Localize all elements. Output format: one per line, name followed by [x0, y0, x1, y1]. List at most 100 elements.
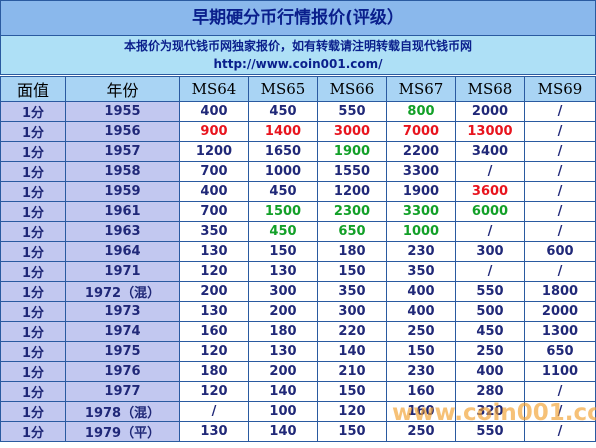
table-row: 1分 1971 120 130 150 350// — [0, 261, 596, 282]
price-cell: 1200 — [317, 181, 387, 202]
price-cell: 1500 — [248, 201, 318, 222]
price-cell: 1900 — [317, 141, 387, 162]
price-cell: / — [455, 161, 525, 182]
year-cell: 1955 — [65, 101, 180, 122]
price-cell: 400 — [386, 301, 456, 322]
table-row: 1分 1972（混） 200 300 350 400 550 1800 — [0, 281, 596, 302]
price-cell: 400 — [179, 101, 249, 122]
price-cell: 130 — [248, 261, 318, 282]
table-row: 1分 1959 400 450 1200 1900 3600/ — [0, 181, 596, 202]
price-cell: 1800 — [524, 281, 596, 302]
price-cell: 150 — [248, 241, 318, 262]
price-cell: / — [524, 381, 596, 402]
price-cell: 160 — [386, 401, 456, 422]
price-cell: 180 — [179, 361, 249, 382]
price-cell: 180 — [317, 241, 387, 262]
price-cell: 200 — [248, 361, 318, 382]
price-cell: 1650 — [248, 141, 318, 162]
denomination-cell: 1分 — [0, 301, 66, 322]
price-cell: 1300 — [524, 321, 596, 342]
denomination-cell: 1分 — [0, 261, 66, 282]
table-header-row: 面值 年份 MS64 MS65 MS66 MS67 MS68 MS69 — [0, 76, 596, 102]
price-cell: 550 — [317, 101, 387, 122]
price-cell: 800 — [386, 101, 456, 122]
price-cell: 350 — [317, 281, 387, 302]
price-cell: 3300 — [386, 161, 456, 182]
price-cell: 600 — [524, 241, 596, 262]
year-cell: 1976 — [65, 361, 180, 382]
table-row: 1分 1963 350 450 650 1000// — [0, 221, 596, 242]
price-cell: 180 — [248, 321, 318, 342]
column-header-denomination: 面值 — [0, 76, 66, 102]
table-row: 1分 1977 120 140 150 160 280/ — [0, 381, 596, 402]
table-row: 1分 1955 400 450 550 800 2000/ — [0, 101, 596, 122]
year-cell: 1979（平） — [65, 421, 180, 442]
price-cell: 700 — [179, 201, 249, 222]
price-cell: 150 — [386, 341, 456, 362]
price-cell: 300 — [455, 241, 525, 262]
year-cell: 1959 — [65, 181, 180, 202]
price-cell: 1000 — [386, 221, 456, 242]
price-cell: 2000 — [455, 101, 525, 122]
price-cell: 450 — [248, 101, 318, 122]
price-table: 面值 年份 MS64 MS65 MS66 MS67 MS68 MS69 1分 1955 400 45… — [0, 76, 596, 442]
price-cell: 250 — [455, 341, 525, 362]
price-cell: 400 — [455, 361, 525, 382]
price-cell: 140 — [248, 381, 318, 402]
price-cell: 250 — [386, 421, 456, 442]
price-cell: 3400 — [455, 141, 525, 162]
price-cell: 1900 — [386, 181, 456, 202]
price-cell: 1100 — [524, 361, 596, 382]
price-cell: 220 — [317, 321, 387, 342]
price-cell: / — [524, 401, 596, 422]
column-header-ms66: MS66 — [317, 76, 387, 102]
price-cell: 500 — [455, 301, 525, 322]
price-cell: 130 — [179, 301, 249, 322]
notice-url: http://www.coin001.com/ — [213, 57, 383, 71]
price-cell: / — [524, 221, 596, 242]
price-cell: 120 — [179, 341, 249, 362]
price-cell: 130 — [179, 241, 249, 262]
price-cell: 300 — [248, 281, 318, 302]
price-cell: 450 — [248, 181, 318, 202]
year-cell: 1957 — [65, 141, 180, 162]
table-row: 1分 1979（平） 130 140 150 250 550/ — [0, 421, 596, 442]
price-cell: 550 — [455, 421, 525, 442]
denomination-cell: 1分 — [0, 401, 66, 422]
price-cell: 3600 — [455, 181, 525, 202]
denomination-cell: 1分 — [0, 241, 66, 262]
price-cell: 450 — [248, 221, 318, 242]
price-cell: 2000 — [524, 301, 596, 322]
denomination-cell: 1分 — [0, 161, 66, 182]
table-row: 1分 1976 180 200 210 230 400 1100 — [0, 361, 596, 382]
year-cell: 1961 — [65, 201, 180, 222]
year-cell: 1956 — [65, 121, 180, 142]
table-row: 1分 1974 160 180 220 250 450 1300 — [0, 321, 596, 342]
price-cell: 150 — [317, 421, 387, 442]
price-cell: 1000 — [248, 161, 318, 182]
denomination-cell: 1分 — [0, 321, 66, 342]
price-cell: 1550 — [317, 161, 387, 182]
price-cell: 350 — [386, 261, 456, 282]
table-row: 1分 1956 900 1400 3000 7000 13000/ — [0, 121, 596, 142]
denomination-cell: 1分 — [0, 121, 66, 142]
table-row: 1分 1957 1200 1650 1900 2200 3400/ — [0, 141, 596, 162]
price-cell: / — [524, 121, 596, 142]
price-cell: 700 — [179, 161, 249, 182]
table-row: 1分 1975 120 130 140 150 250 650 — [0, 341, 596, 362]
year-cell: 1974 — [65, 321, 180, 342]
year-cell: 1973 — [65, 301, 180, 322]
year-cell: 1963 — [65, 221, 180, 242]
price-cell: 230 — [386, 361, 456, 382]
year-cell: 1971 — [65, 261, 180, 282]
price-cell: 160 — [179, 321, 249, 342]
price-cell: 200 — [179, 281, 249, 302]
denomination-cell: 1分 — [0, 281, 66, 302]
column-header-ms69: MS69 — [524, 76, 596, 102]
price-cell: / — [524, 161, 596, 182]
price-cell: 2200 — [386, 141, 456, 162]
price-cell: 7000 — [386, 121, 456, 142]
table-row: 1分 1973 130 200 300 400 500 2000 — [0, 301, 596, 322]
price-cell: 150 — [317, 261, 387, 282]
notice-banner: 本报价为现代钱币网独家报价，如有转载请注明转载自现代钱币网 http://www… — [0, 36, 596, 75]
